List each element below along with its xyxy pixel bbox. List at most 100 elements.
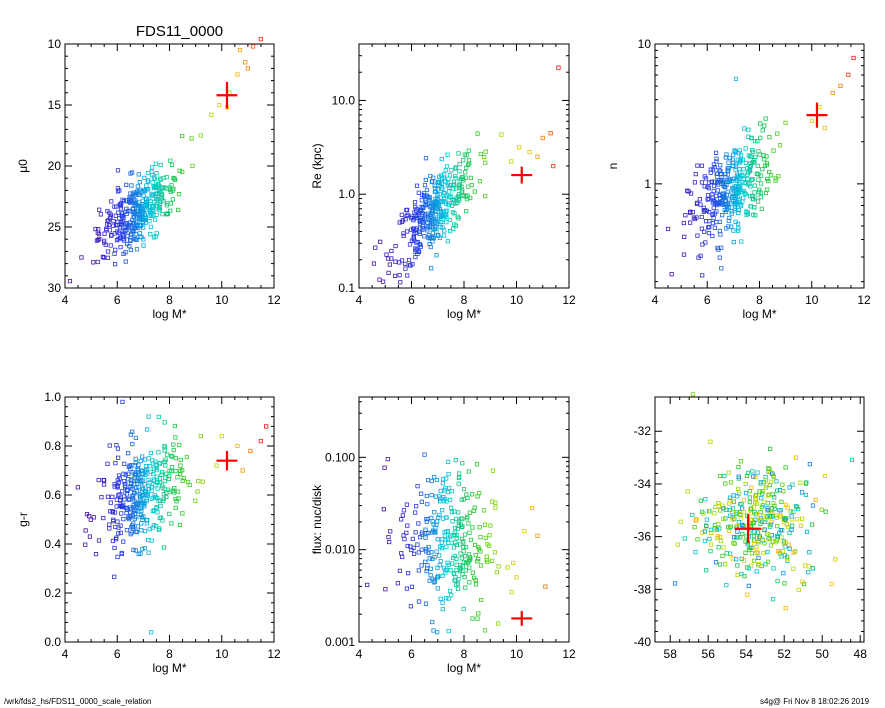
data-point bbox=[752, 183, 757, 188]
data-point bbox=[158, 515, 164, 520]
data-point bbox=[435, 197, 440, 202]
data-point bbox=[682, 536, 687, 541]
data-point bbox=[161, 545, 167, 550]
data-point bbox=[463, 568, 468, 573]
data-point bbox=[452, 525, 458, 531]
y-tick-label: -40 bbox=[634, 635, 652, 649]
data-point bbox=[416, 550, 421, 555]
data-point bbox=[380, 279, 386, 284]
data-point bbox=[138, 512, 144, 518]
data-point bbox=[120, 213, 125, 218]
data-point bbox=[119, 551, 124, 557]
data-point bbox=[694, 517, 699, 522]
data-point bbox=[167, 468, 172, 473]
data-point bbox=[750, 177, 755, 182]
data-point bbox=[154, 185, 159, 191]
data-point bbox=[704, 208, 709, 213]
data-point bbox=[743, 491, 749, 496]
data-point bbox=[133, 529, 139, 534]
data-point bbox=[444, 596, 449, 601]
x-tick-label: 48 bbox=[854, 647, 868, 661]
data-point bbox=[125, 488, 130, 493]
data-point bbox=[118, 244, 123, 250]
data-point bbox=[728, 480, 734, 485]
data-point bbox=[454, 562, 459, 567]
data-point bbox=[429, 266, 434, 271]
data-point bbox=[717, 526, 722, 531]
data-point bbox=[692, 525, 697, 530]
data-point bbox=[758, 509, 763, 515]
data-point bbox=[414, 208, 419, 214]
data-point bbox=[462, 575, 467, 580]
data-point bbox=[171, 186, 176, 191]
data-point bbox=[781, 489, 786, 494]
x-tick-label: 4 bbox=[62, 647, 69, 661]
data-point bbox=[117, 188, 122, 193]
data-point bbox=[775, 523, 780, 529]
data-point bbox=[765, 549, 770, 555]
scatter-points bbox=[371, 65, 561, 285]
data-point bbox=[421, 219, 426, 225]
data-point bbox=[423, 559, 428, 564]
data-point bbox=[475, 559, 480, 564]
data-point bbox=[433, 494, 439, 499]
data-point bbox=[770, 492, 775, 497]
data-point bbox=[466, 184, 471, 189]
data-point bbox=[440, 516, 446, 521]
data-point bbox=[468, 175, 474, 181]
data-point bbox=[749, 135, 754, 140]
data-point bbox=[214, 463, 219, 468]
data-point bbox=[140, 517, 145, 522]
data-point bbox=[131, 197, 137, 202]
data-point bbox=[448, 497, 453, 502]
data-point bbox=[699, 214, 704, 220]
data-point bbox=[423, 177, 428, 183]
data-point bbox=[726, 528, 732, 533]
data-point bbox=[700, 242, 705, 247]
data-point bbox=[727, 215, 732, 221]
x-tick-label: 4 bbox=[356, 293, 363, 307]
data-point bbox=[712, 199, 717, 204]
data-point bbox=[776, 174, 781, 179]
data-point bbox=[494, 570, 499, 575]
data-point bbox=[706, 231, 712, 236]
data-point bbox=[138, 551, 143, 556]
data-point bbox=[113, 213, 118, 218]
data-point bbox=[765, 559, 771, 564]
y-tick-label: 10 bbox=[638, 37, 652, 51]
data-point bbox=[131, 547, 136, 552]
data-point bbox=[413, 510, 418, 515]
data-point bbox=[474, 462, 480, 467]
data-point bbox=[148, 232, 153, 237]
data-point bbox=[141, 237, 146, 242]
data-point bbox=[433, 224, 438, 230]
data-point bbox=[135, 468, 140, 473]
data-point bbox=[742, 126, 747, 131]
data-point bbox=[111, 218, 116, 224]
data-point bbox=[448, 505, 454, 510]
data-point bbox=[710, 233, 715, 239]
data-point bbox=[758, 181, 764, 186]
data-point bbox=[190, 163, 195, 169]
data-point bbox=[419, 499, 424, 504]
data-point bbox=[447, 485, 452, 491]
data-point bbox=[93, 226, 98, 232]
data-point bbox=[463, 170, 468, 175]
data-point bbox=[107, 443, 112, 448]
data-point bbox=[714, 219, 719, 225]
data-point bbox=[167, 511, 172, 517]
scatter-points bbox=[75, 399, 269, 635]
data-point bbox=[151, 477, 156, 482]
data-point bbox=[105, 222, 110, 227]
data-point bbox=[747, 495, 752, 500]
data-point bbox=[699, 180, 705, 185]
data-point bbox=[743, 481, 748, 487]
data-point bbox=[793, 455, 798, 460]
y-tick-label: 0.6 bbox=[44, 488, 61, 502]
data-point bbox=[173, 468, 178, 474]
data-point bbox=[96, 538, 102, 543]
data-point bbox=[393, 259, 398, 264]
data-point bbox=[753, 497, 758, 502]
data-point bbox=[738, 175, 743, 180]
data-point bbox=[754, 512, 760, 517]
